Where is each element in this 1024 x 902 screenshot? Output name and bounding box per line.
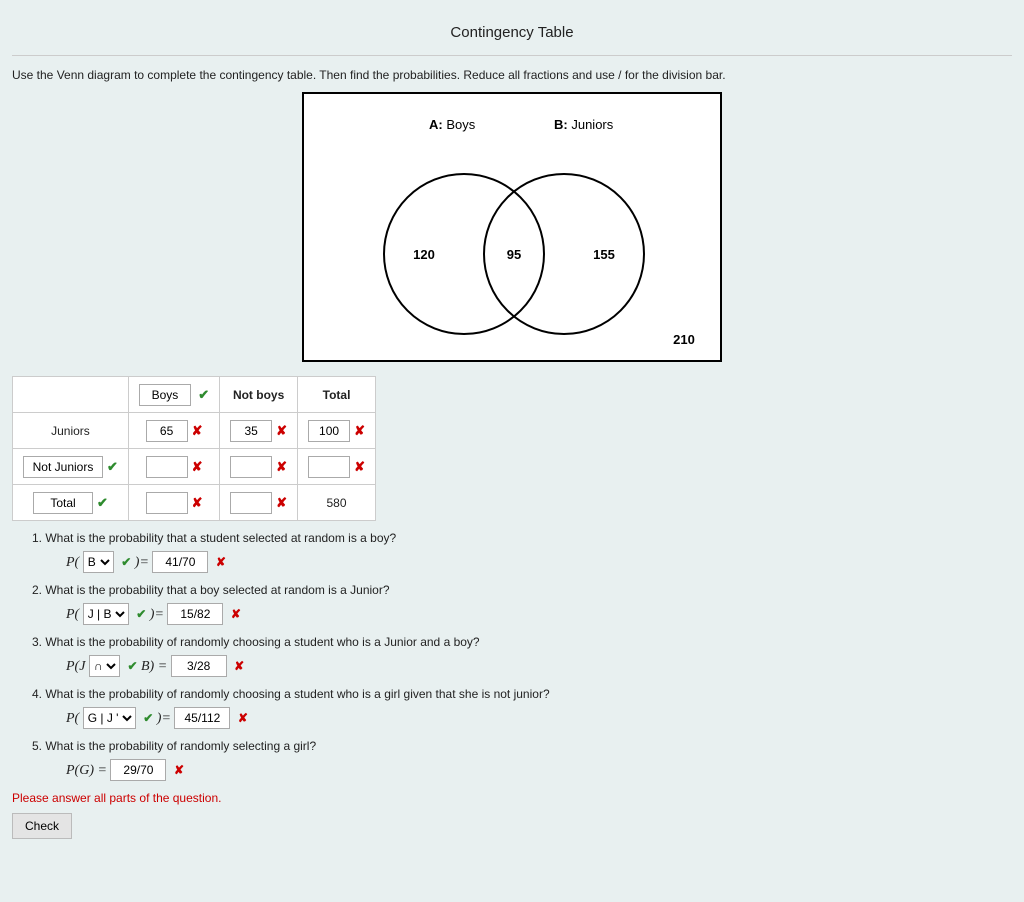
x-icon: ✘ bbox=[276, 459, 287, 475]
row3-label-input[interactable] bbox=[33, 492, 93, 514]
contingency-table: ✔ Not boys Total Juniors ✘ ✘ ✘ ✔ ✘ ✘ ✘ ✔… bbox=[12, 376, 376, 521]
q3-select[interactable]: ∩ bbox=[89, 655, 120, 677]
cell-r1c3[interactable] bbox=[308, 420, 350, 442]
x-icon: ✘ bbox=[276, 495, 287, 511]
venn-intersection: 95 bbox=[507, 247, 521, 262]
q4-text: 4. What is the probability of randomly c… bbox=[32, 687, 1012, 701]
check-button[interactable]: Check bbox=[12, 813, 72, 839]
x-icon: ✘ bbox=[216, 555, 226, 569]
row2-label-input[interactable] bbox=[23, 456, 103, 478]
q4-answer[interactable] bbox=[174, 707, 230, 729]
cell-r1c1[interactable] bbox=[146, 420, 188, 442]
cell-r3c3: 580 bbox=[298, 485, 376, 521]
col1-header-input[interactable] bbox=[139, 384, 191, 406]
page-title: Contingency Table bbox=[12, 12, 1012, 56]
q4-select[interactable]: G | J ' bbox=[83, 707, 136, 729]
col2-header: Not boys bbox=[220, 377, 298, 413]
q2-select[interactable]: J | B bbox=[83, 603, 129, 625]
check-icon: ✔ bbox=[121, 555, 131, 569]
venn-diagram: A: Boys B: Juniors 120 95 155 210 bbox=[302, 92, 722, 362]
check-icon: ✔ bbox=[97, 495, 108, 511]
x-icon: ✘ bbox=[354, 459, 365, 475]
q3-answer[interactable] bbox=[171, 655, 227, 677]
cell-r2c1[interactable] bbox=[146, 456, 188, 478]
x-icon: ✘ bbox=[276, 423, 287, 439]
x-icon: ✘ bbox=[192, 423, 203, 439]
check-icon: ✔ bbox=[107, 459, 118, 475]
col3-header: Total bbox=[298, 377, 376, 413]
q3-text: 3. What is the probability of randomly c… bbox=[32, 635, 1012, 649]
x-icon: ✘ bbox=[174, 763, 184, 777]
x-icon: ✘ bbox=[192, 495, 203, 511]
check-icon: ✔ bbox=[198, 387, 209, 403]
check-icon: ✔ bbox=[136, 607, 146, 621]
x-icon: ✘ bbox=[238, 711, 248, 725]
q2-answer[interactable] bbox=[167, 603, 223, 625]
q1-text: 1. What is the probability that a studen… bbox=[32, 531, 1012, 545]
row1-label: Juniors bbox=[13, 413, 129, 449]
x-icon: ✘ bbox=[231, 607, 241, 621]
check-icon: ✔ bbox=[127, 659, 137, 673]
cell-r1c2[interactable] bbox=[230, 420, 272, 442]
q5-text: 5. What is the probability of randomly s… bbox=[32, 739, 1012, 753]
svg-text:B: Juniors: B: Juniors bbox=[554, 117, 614, 132]
venn-only-b: 155 bbox=[593, 247, 615, 262]
x-icon: ✘ bbox=[234, 659, 244, 673]
cell-r2c2[interactable] bbox=[230, 456, 272, 478]
q1-answer[interactable] bbox=[152, 551, 208, 573]
x-icon: ✘ bbox=[354, 423, 365, 439]
q1-select[interactable]: B bbox=[83, 551, 114, 573]
cell-r3c2[interactable] bbox=[230, 492, 272, 514]
cell-r3c1[interactable] bbox=[146, 492, 188, 514]
check-icon: ✔ bbox=[143, 711, 153, 725]
error-message: Please answer all parts of the question. bbox=[12, 791, 1012, 805]
venn-only-a: 120 bbox=[413, 247, 435, 262]
q2-text: 2. What is the probability that a boy se… bbox=[32, 583, 1012, 597]
svg-text:A: Boys: A: Boys bbox=[429, 117, 476, 132]
x-icon: ✘ bbox=[192, 459, 203, 475]
q5-answer[interactable] bbox=[110, 759, 166, 781]
venn-outside: 210 bbox=[673, 332, 695, 347]
instructions: Use the Venn diagram to complete the con… bbox=[12, 68, 1012, 82]
cell-r2c3[interactable] bbox=[308, 456, 350, 478]
